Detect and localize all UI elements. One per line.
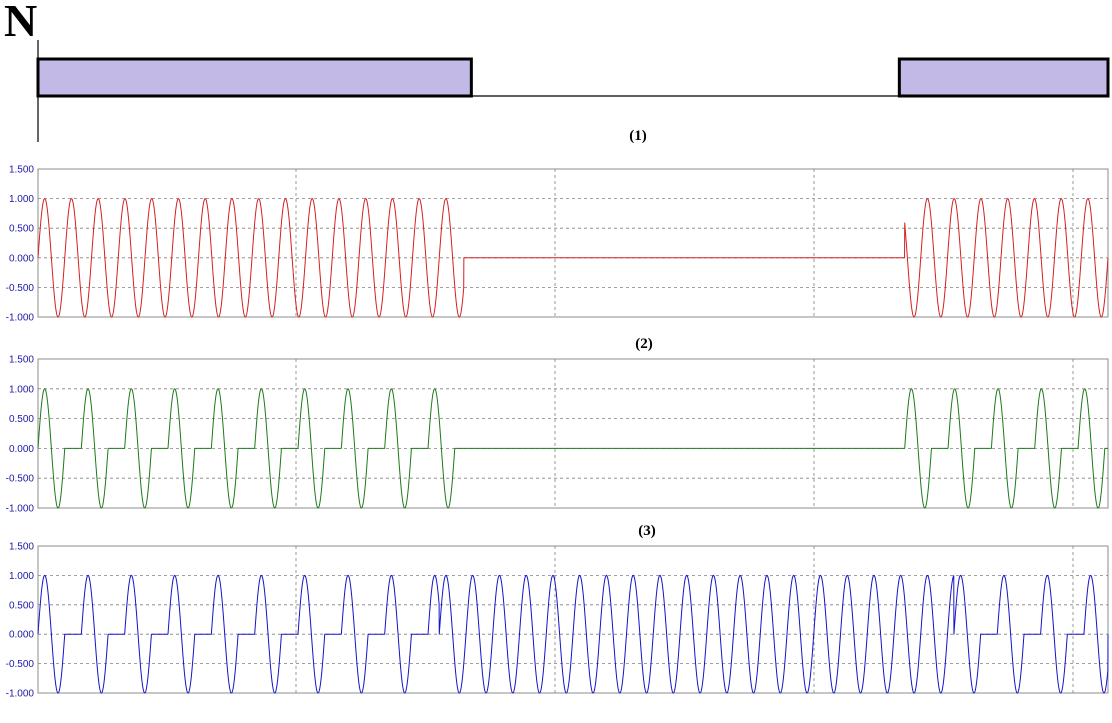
plot-frame [37,358,1109,509]
plot-frame [37,545,1109,694]
y-tick-label: 0.000 [9,444,34,455]
y-tick-label: -1.000 [6,504,35,515]
panel-title-3: (3) [638,523,656,539]
y-tick-label: 0.500 [9,224,34,235]
header-block-1 [36,57,473,98]
chart-panel-2: 1.500 1.000 0.500 0.000 -0.500 -1.000 [6,355,1109,515]
panel-title-2: (2) [635,336,653,352]
header-diagram: N [4,0,1110,142]
header-block-2 [897,57,1110,98]
y-tick-label: 1.000 [9,194,34,205]
y-tick-label: 0.000 [9,253,34,264]
chart-panel-3: 1.500 1.000 0.500 0.000 -0.500 -1.000 [6,542,1109,700]
y-tick-label: 0.500 [9,600,34,611]
y-tick-label: 1.500 [9,165,34,176]
plot-frame [37,168,1109,318]
y-tick-label: -1.000 [6,313,35,324]
y-tick-label: 1.000 [9,571,34,582]
panel-title-1: (1) [629,128,647,144]
y-tick-label: -0.500 [6,283,35,294]
y-tick-label: 1.500 [9,355,34,366]
series-line-3 [37,574,1109,694]
y-tick-label: 1.000 [9,384,34,395]
header-blocks [36,57,1110,98]
series-line-2 [37,388,1109,509]
y-tick-label: -1.000 [6,689,35,700]
header-label: N [4,0,37,46]
y-tick-label: 1.500 [9,542,34,553]
y-tick-label: -0.500 [6,474,35,485]
series-line-1 [37,198,1109,318]
y-tick-label: 0.500 [9,414,34,425]
chart-panel-1: 1.500 1.000 0.500 0.000 -0.500 -1.000 [6,165,1109,324]
y-tick-label: -0.500 [6,659,35,670]
y-tick-label: 0.000 [9,630,34,641]
